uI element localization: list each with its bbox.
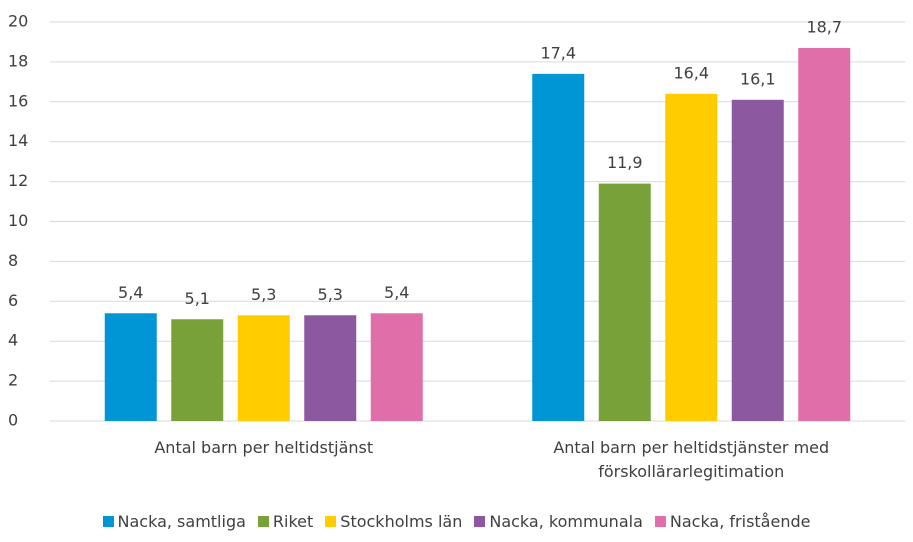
legend-label: Nacka, kommunala — [489, 512, 643, 531]
bar — [104, 313, 157, 421]
data-label: 5,3 — [251, 285, 276, 304]
y-tick-label: 18 — [8, 51, 28, 70]
legend-label: Nacka, samtliga — [117, 512, 246, 531]
bar — [798, 47, 851, 422]
legend-item: Nacka, samtliga — [102, 512, 246, 531]
legend-swatch — [654, 516, 666, 527]
bar — [532, 73, 585, 422]
x-tick-label: Antal barn per heltidstjänster med försk… — [553, 438, 830, 481]
data-label: 16,4 — [673, 63, 709, 82]
legend-label: Nacka, fristående — [669, 512, 811, 531]
data-label: 5,1 — [185, 289, 210, 308]
y-tick-label: 10 — [8, 211, 28, 230]
y-tick-label: 16 — [8, 91, 28, 110]
y-tick-label: 0 — [8, 411, 18, 430]
y-tick-label: 20 — [8, 12, 28, 31]
legend-item: Nacka, fristående — [654, 512, 811, 531]
y-tick-label: 14 — [8, 131, 28, 150]
y-tick-label: 6 — [8, 291, 18, 310]
legend: Nacka, samtliga Riket Stockholms län Nacka,… — [0, 512, 913, 531]
bar — [304, 315, 357, 421]
legend-label: Stockholms län — [340, 512, 463, 531]
legend-item: Stockholms län — [325, 512, 462, 531]
y-tick-label: 8 — [8, 251, 18, 270]
data-label: 16,1 — [740, 69, 776, 88]
x-tick-label: Antal barn per heltidstjänst — [154, 438, 374, 457]
y-tick-label: 2 — [8, 371, 18, 390]
data-label: 5,4 — [384, 283, 409, 302]
bar — [370, 313, 423, 421]
data-label: 18,7 — [806, 17, 842, 36]
legend-swatch — [257, 516, 269, 527]
bar — [731, 99, 784, 422]
data-label: 17,4 — [540, 43, 576, 62]
bar — [171, 319, 224, 421]
y-tick-label: 4 — [8, 331, 18, 350]
bar — [665, 93, 718, 421]
legend-item: Riket — [257, 512, 314, 531]
bar — [237, 315, 290, 421]
data-label: 11,9 — [607, 153, 643, 172]
y-tick-label: 12 — [8, 171, 28, 190]
legend-item: Nacka, kommunala — [474, 512, 643, 531]
legend-swatch — [474, 516, 486, 527]
legend-swatch — [325, 516, 337, 527]
legend-label: Riket — [272, 512, 314, 531]
legend-swatch — [102, 516, 114, 527]
data-label: 5,4 — [118, 283, 143, 302]
data-label: 5,3 — [318, 285, 343, 304]
bar — [598, 183, 651, 421]
